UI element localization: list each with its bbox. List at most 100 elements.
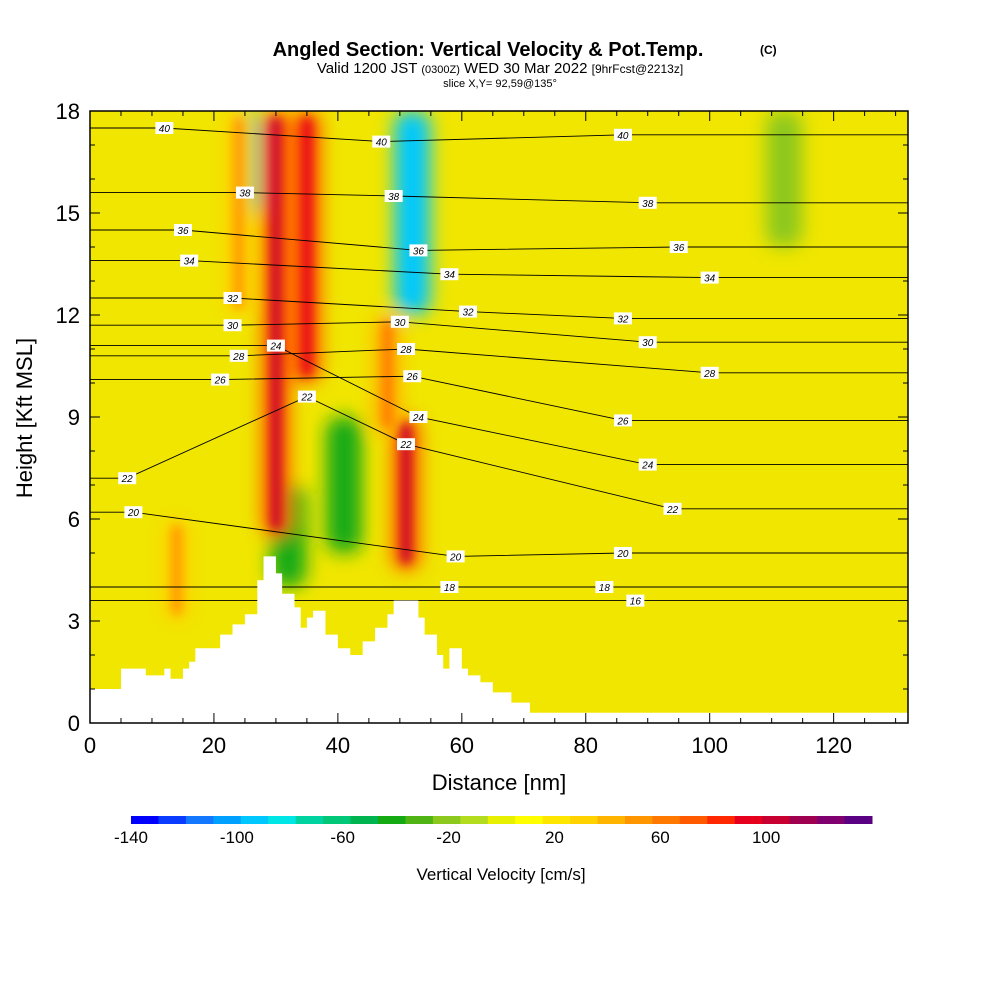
downdraft-region-4 xyxy=(766,111,803,247)
y-tick-label-5: 15 xyxy=(56,201,80,226)
y-tick-label-1: 3 xyxy=(68,609,80,634)
svg-text:28: 28 xyxy=(399,345,412,356)
x-tick-label-2: 40 xyxy=(326,733,350,758)
theta-label-15: 30 xyxy=(223,319,242,332)
updraft-core-4 xyxy=(171,525,182,615)
svg-text:36: 36 xyxy=(413,246,425,257)
svg-text:22: 22 xyxy=(399,440,412,451)
svg-text:32: 32 xyxy=(227,294,239,305)
svg-text:30: 30 xyxy=(394,318,406,329)
svg-text:34: 34 xyxy=(704,274,716,285)
theta-label-25: 24 xyxy=(409,411,428,424)
colorbar-swatch-21 xyxy=(707,816,736,824)
svg-text:26: 26 xyxy=(214,376,227,387)
svg-text:30: 30 xyxy=(642,338,654,349)
svg-text:16: 16 xyxy=(630,597,642,608)
theta-label-3: 38 xyxy=(235,186,254,200)
colorbar-swatch-26 xyxy=(844,816,873,824)
theta-label-0: 40 xyxy=(155,122,174,135)
y-tick-label-3: 9 xyxy=(68,405,80,430)
colorbar-swatch-24 xyxy=(789,816,818,824)
colorbar-tick-label-4: 20 xyxy=(545,828,564,847)
theta-contour-labels: 40 40 40 38 38 38 36 36 36 34 34 34 32 32 32 30 30 30 28 28… xyxy=(118,122,719,608)
svg-text:18: 18 xyxy=(444,583,456,594)
y-tick-label-2: 6 xyxy=(68,507,80,532)
theta-label-19: 28 xyxy=(397,343,416,356)
svg-text:36: 36 xyxy=(673,243,685,254)
colorbar-tick-label-1: -100 xyxy=(220,828,254,847)
svg-text:34: 34 xyxy=(184,257,196,268)
colorbar-swatch-20 xyxy=(679,816,708,824)
svg-text:24: 24 xyxy=(269,342,282,353)
svg-text:22: 22 xyxy=(121,474,134,485)
theta-label-32: 20 xyxy=(446,550,465,563)
svg-text:24: 24 xyxy=(641,461,654,472)
forecast-info: [9hrFcst@2213z] xyxy=(592,62,684,76)
colorbar-swatch-25 xyxy=(817,816,846,824)
chart-title: Angled Section: Vertical Velocity & Pot.… xyxy=(273,39,704,61)
colorbar: -140 -100 -60 -20 20 60 100 xyxy=(114,816,873,847)
colorbar-swatch-14 xyxy=(515,816,544,824)
theta-label-35: 18 xyxy=(595,581,614,594)
y-tick-label-4: 12 xyxy=(56,303,80,328)
terrain xyxy=(90,556,908,723)
svg-text:32: 32 xyxy=(617,314,629,325)
colorbar-swatch-12 xyxy=(460,816,489,824)
svg-text:38: 38 xyxy=(239,189,251,200)
velocity-field xyxy=(162,111,803,621)
theta-label-9: 34 xyxy=(180,254,199,268)
theta-label-12: 32 xyxy=(223,292,242,305)
svg-text:40: 40 xyxy=(159,124,171,135)
downdraft-region-1 xyxy=(394,111,431,315)
updraft-core-0 xyxy=(270,117,281,530)
theta-label-18: 28 xyxy=(229,349,248,363)
x-tick-label-3: 60 xyxy=(450,733,474,758)
colorbar-swatch-19 xyxy=(652,816,681,824)
updraft-core-3 xyxy=(382,321,393,428)
theta-label-30: 22 xyxy=(118,472,137,485)
chart-title-unit: (C) xyxy=(760,43,777,57)
svg-text:40: 40 xyxy=(376,138,388,149)
colorbar-swatch-15 xyxy=(542,816,571,824)
theta-label-36: 16 xyxy=(626,594,645,608)
colorbar-swatch-6 xyxy=(295,816,324,824)
colorbar-swatch-18 xyxy=(625,816,653,824)
colorbar-swatch-4 xyxy=(240,816,269,824)
theta-label-16: 30 xyxy=(390,315,409,329)
theta-label-21: 26 xyxy=(211,373,230,387)
svg-text:38: 38 xyxy=(642,199,654,210)
svg-text:26: 26 xyxy=(406,372,419,383)
theta-label-17: 30 xyxy=(638,336,657,349)
svg-text:22: 22 xyxy=(666,505,679,516)
svg-text:28: 28 xyxy=(232,352,245,363)
y-tick-label-0: 0 xyxy=(68,711,80,736)
theta-label-1: 40 xyxy=(372,135,391,149)
plot-area: 40 40 40 38 38 38 36 36 36 34 34 34 32 32 32 30 30 30 28 28… xyxy=(90,111,908,723)
valid-time-line: Valid 1200 JST (0300Z) WED 30 Mar 2022 [… xyxy=(317,60,683,77)
theta-label-28: 22 xyxy=(397,438,416,451)
colorbar-label: Vertical Velocity [cm/s] xyxy=(416,865,585,884)
theta-label-7: 36 xyxy=(409,244,428,257)
colorbar-swatch-16 xyxy=(570,816,599,824)
svg-text:28: 28 xyxy=(703,369,716,380)
colorbar-swatch-17 xyxy=(597,816,626,824)
theta-label-6: 36 xyxy=(173,224,192,237)
theta-label-2: 40 xyxy=(613,128,632,142)
colorbar-swatch-9 xyxy=(378,816,406,824)
svg-text:20: 20 xyxy=(449,552,462,563)
theta-label-20: 28 xyxy=(700,366,719,380)
colorbar-tick-label-3: -20 xyxy=(436,828,461,847)
svg-text:36: 36 xyxy=(177,226,189,237)
valid-prefix: Valid 1200 JST xyxy=(317,60,417,77)
svg-text:20: 20 xyxy=(127,508,140,519)
svg-text:38: 38 xyxy=(388,192,400,203)
colorbar-swatch-10 xyxy=(405,816,434,824)
x-tick-label-1: 20 xyxy=(202,733,226,758)
svg-text:24: 24 xyxy=(412,413,425,424)
theta-label-23: 26 xyxy=(613,414,632,427)
theta-label-5: 38 xyxy=(638,196,657,210)
x-axis-label: Distance [nm] xyxy=(432,770,567,795)
colorbar-swatch-11 xyxy=(432,816,461,824)
